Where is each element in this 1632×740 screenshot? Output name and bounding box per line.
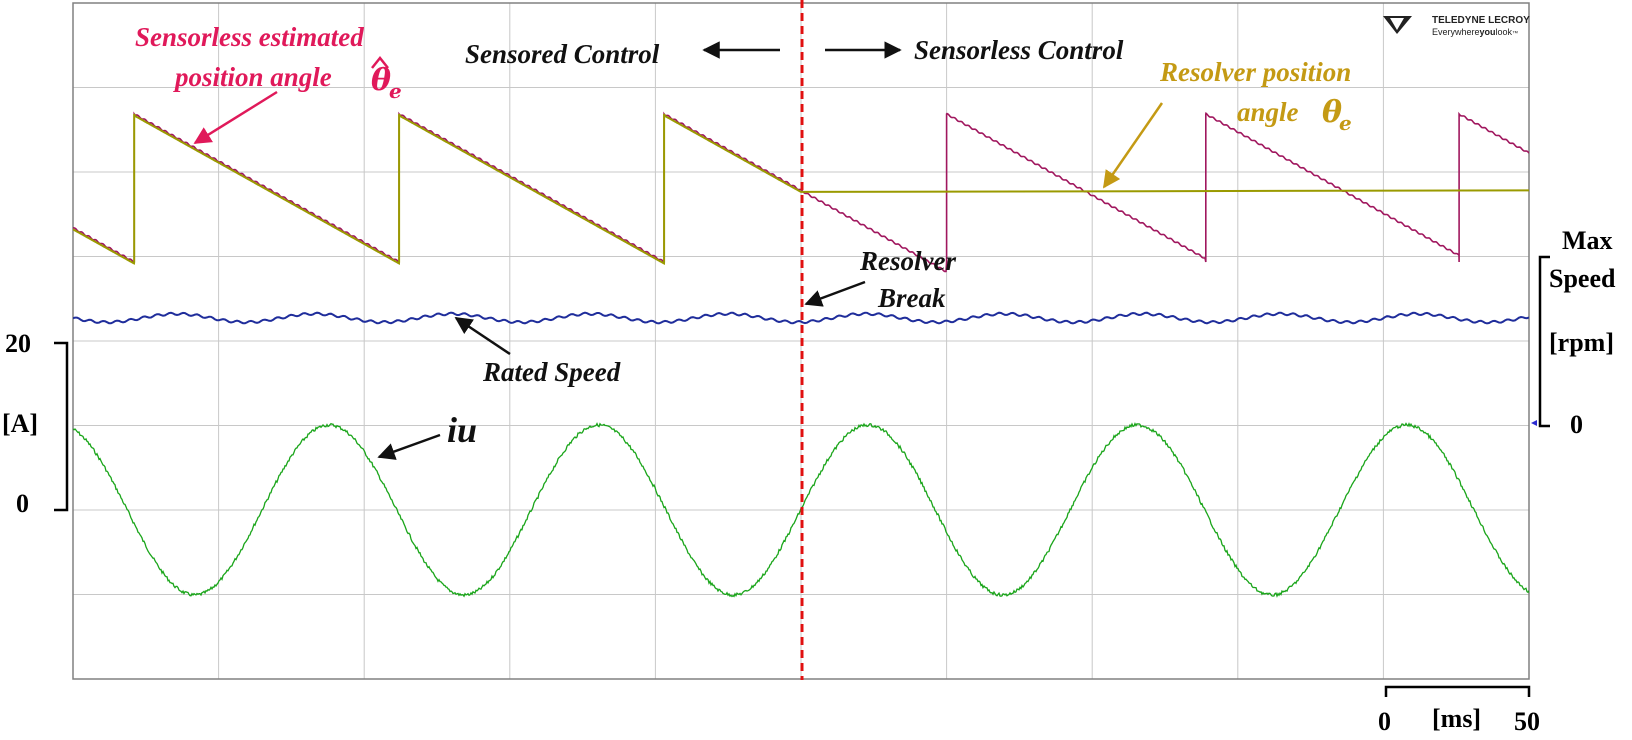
resolver-position-label: Resolver position	[1159, 57, 1351, 87]
svg-text:θ: θ	[371, 63, 391, 98]
current-unit-label: [A]	[2, 409, 38, 438]
rated-speed-trace	[73, 311, 1529, 325]
theta-hat-symbol: θ e	[371, 55, 402, 103]
position-angle-label: position angle	[173, 62, 332, 92]
svg-text:θ: θ	[1322, 95, 1342, 130]
rated-speed-label: Rated Speed	[482, 357, 621, 387]
sensorless-control-label: Sensorless Control	[914, 35, 1124, 65]
estimated-angle-pointer	[193, 90, 278, 145]
time-scale-bracket	[1384, 685, 1531, 697]
resolver-angle-trace	[73, 113, 1529, 265]
iu-label: iu	[447, 410, 477, 450]
current-scale-bracket	[54, 341, 69, 512]
resolver-break-label-1: Resolver	[859, 246, 956, 276]
time-unit-label: [ms]	[1432, 704, 1481, 733]
ground-marker-icon	[1531, 420, 1537, 426]
speed-label: Speed	[1549, 264, 1616, 293]
speed-scale-bracket	[1538, 255, 1550, 428]
iu-pointer	[377, 433, 441, 460]
speed-unit-label: [rpm]	[1549, 328, 1614, 357]
theta-symbol: θ e	[1322, 95, 1352, 135]
logo-brand: TELEDYNE LECROY	[1432, 15, 1530, 26]
speed-max-label: Max	[1562, 226, 1613, 255]
sensored-control-label: Sensored Control	[465, 39, 660, 69]
resolver-angle-label: angle	[1237, 97, 1299, 127]
teledyne-lecroy-logo: TELEDYNE LECROY Everywhereyoulook™	[1383, 15, 1530, 37]
resolver-angle-pointer	[1102, 102, 1164, 189]
sensorless-estimated-label: Sensorless estimated	[135, 22, 364, 52]
resolver-break-pointer	[804, 280, 866, 307]
rated-speed-pointer	[454, 316, 511, 356]
logo-tagline: Everywhereyoulook™	[1432, 27, 1518, 37]
resolver-break-label-2: Break	[877, 283, 946, 313]
speed-zero-label: 0	[1570, 410, 1583, 439]
time-start-label: 0	[1378, 707, 1391, 736]
current-top-label: 20	[5, 329, 31, 358]
svg-text:e: e	[1339, 111, 1352, 135]
time-end-label: 50	[1514, 707, 1540, 736]
current-zero-label: 0	[16, 489, 29, 518]
lecroy-emblem-icon	[1383, 16, 1412, 34]
svg-text:e: e	[389, 79, 402, 103]
